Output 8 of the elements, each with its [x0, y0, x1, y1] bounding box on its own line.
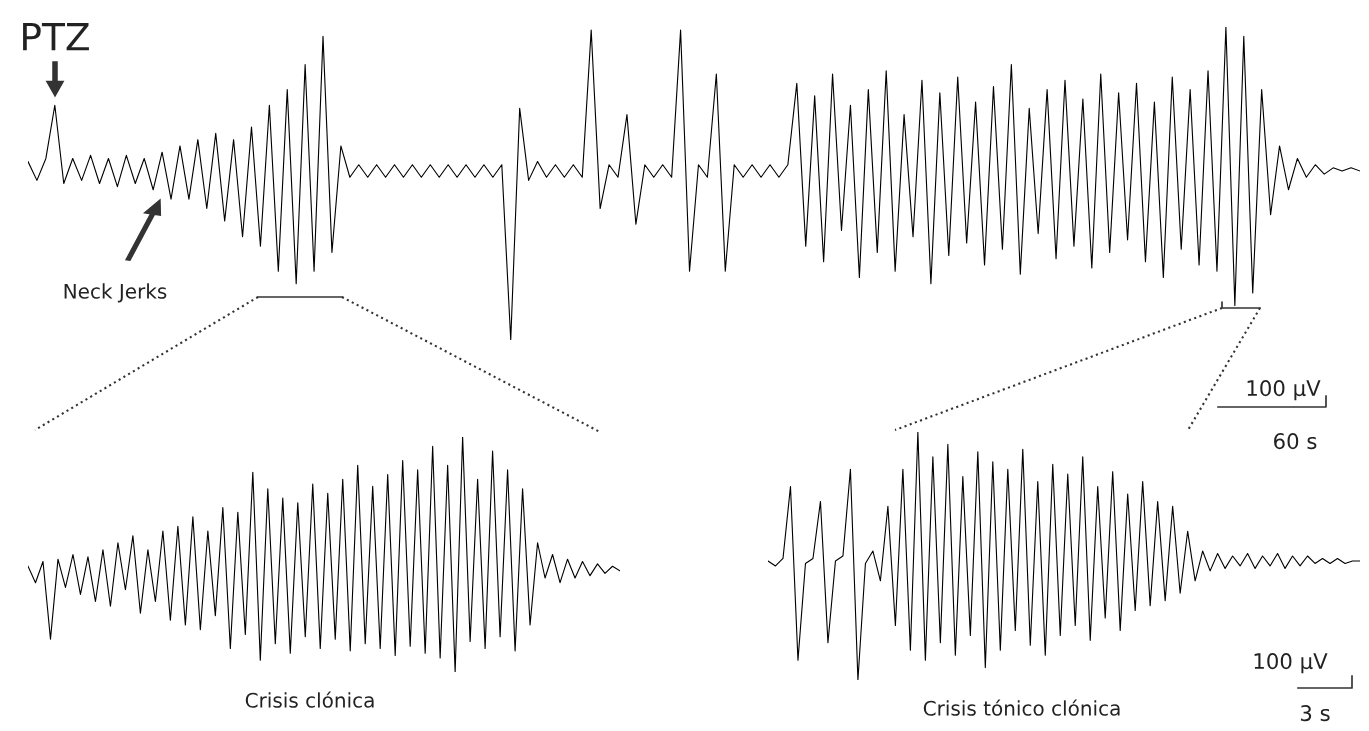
text: Crisis clónica — [245, 691, 374, 708]
text: 3 s — [1300, 705, 1330, 722]
text: Crisis tónico clónica — [923, 699, 1120, 716]
annotation: PTZ — [23, 23, 89, 51]
annotation: Neck Jerks — [64, 283, 167, 303]
text: 100 μV — [1247, 380, 1321, 401]
annotation: 100 μV — [1254, 653, 1328, 674]
annotation: 60 s — [1274, 433, 1317, 450]
